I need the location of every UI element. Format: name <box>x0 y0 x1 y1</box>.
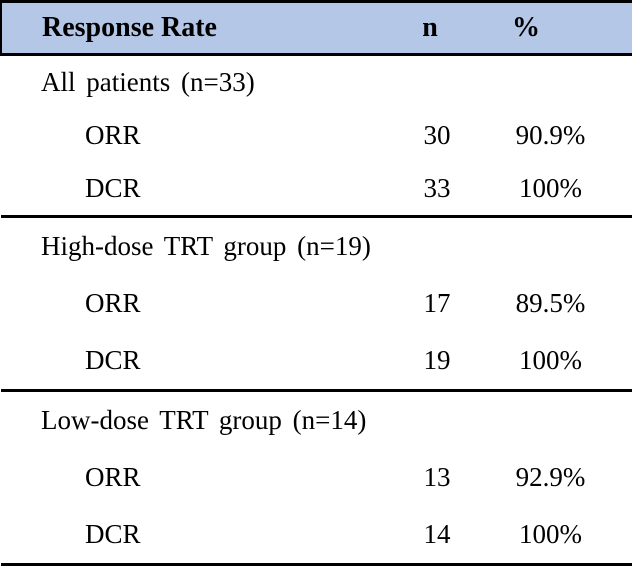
row-n-value: 19 <box>406 332 468 392</box>
row-label: ORR <box>85 462 141 492</box>
row-n-value: 13 <box>423 462 451 492</box>
header-response-rate: Response Rate <box>0 1 406 56</box>
section-title: All patients (n=33) <box>41 67 255 97</box>
section-title: High-dose TRT group (n=19) <box>41 231 371 261</box>
section-low-dose-trt: Low-dose TRT group (n=14) ORR 13 92.9% D… <box>1 391 632 566</box>
table-row: DCR 33 100% <box>1 162 632 218</box>
row-n-value: 14 <box>406 506 468 566</box>
row-percent-value: 92.9% <box>515 462 586 492</box>
row-n-value: 17 <box>423 288 451 318</box>
row-n-value: 30 <box>423 120 451 150</box>
row-percent-value: 100% <box>468 162 632 218</box>
row-label: ORR <box>85 288 141 318</box>
table-row: ORR 30 90.9% <box>1 109 632 162</box>
row-label: ORR <box>85 120 141 150</box>
row-percent-value: 89.5% <box>515 288 586 318</box>
header-percent: % <box>468 1 632 56</box>
section-all-patients: All patients (n=33) ORR 30 90.9% DCR 33 … <box>1 55 632 218</box>
row-label: DCR <box>1 332 406 392</box>
section-title-row: All patients (n=33) <box>1 55 632 110</box>
table-row: ORR 17 89.5% <box>1 275 632 332</box>
row-label: DCR <box>1 506 406 566</box>
row-percent-value: 100% <box>468 332 632 392</box>
header-percent-label: % <box>512 12 540 43</box>
table-header: Response Rate n % <box>0 1 632 56</box>
section-title-row: Low-dose TRT group (n=14) <box>1 391 632 450</box>
table-row: ORR 13 92.9% <box>1 449 632 506</box>
row-percent-value: 90.9% <box>515 120 586 150</box>
header-n: n <box>406 1 468 56</box>
table-row: DCR 14 100% <box>1 506 632 566</box>
table-row: DCR 19 100% <box>1 332 632 392</box>
row-percent-value: 100% <box>468 506 632 566</box>
section-title-row: High-dose TRT group (n=19) <box>1 217 632 276</box>
header-row: Response Rate n % <box>0 1 632 56</box>
row-label: DCR <box>1 162 406 218</box>
row-n-value: 33 <box>406 162 468 218</box>
section-high-dose-trt: High-dose TRT group (n=19) ORR 17 89.5% … <box>1 217 632 392</box>
header-n-label: n <box>422 12 438 43</box>
section-title: Low-dose TRT group (n=14) <box>41 405 367 435</box>
